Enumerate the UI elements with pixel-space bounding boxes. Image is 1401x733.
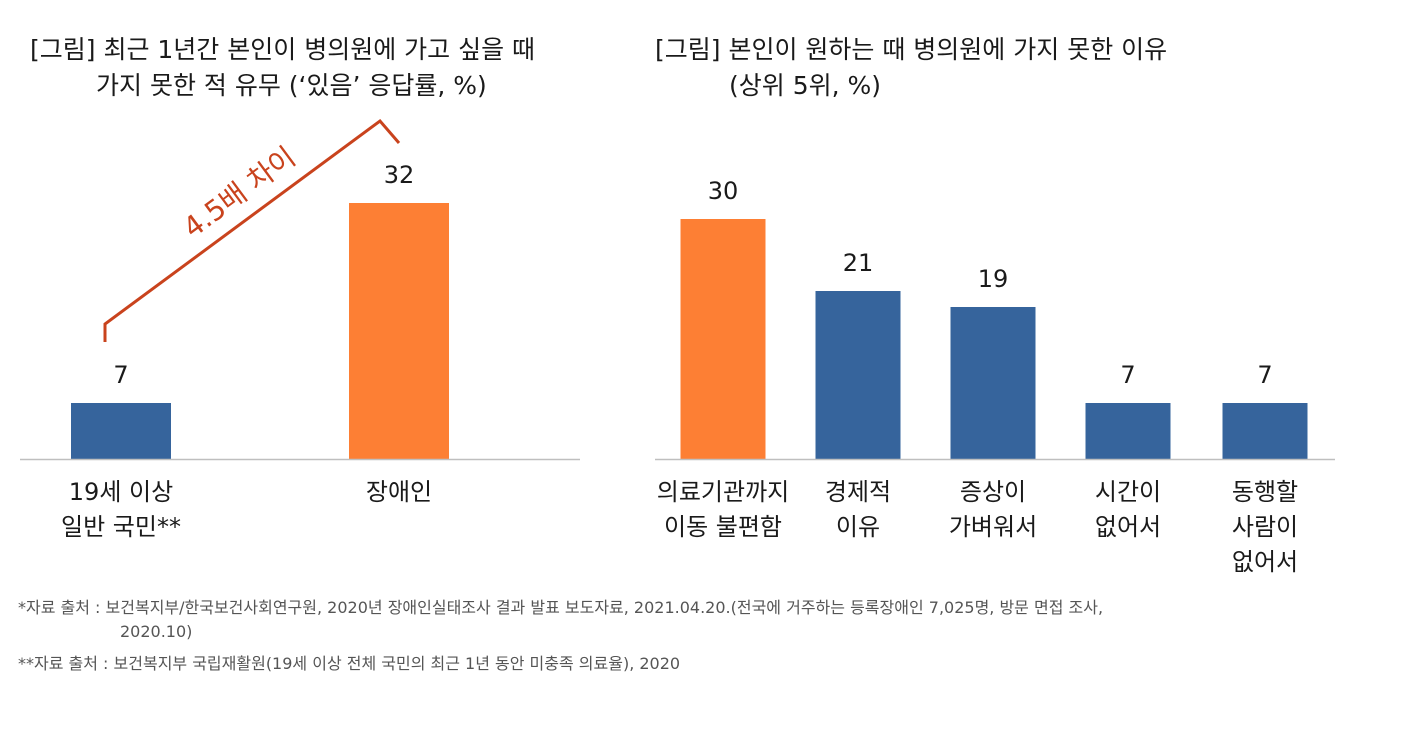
right-category-label-5-line-2: 사람이 xyxy=(1232,513,1298,541)
left-category-label-1-line-1: 19세 이상 xyxy=(69,478,173,506)
right-bar-5 xyxy=(1222,403,1308,459)
right-bar-4 xyxy=(1085,403,1171,459)
right-bar-2 xyxy=(815,291,901,459)
right-category-label-4-line-1: 시간이 xyxy=(1095,478,1161,506)
right-chart-title-line2: (상위 5위, %) xyxy=(729,71,882,100)
left-chart-title-line2: 가지 못한 적 유무 (‘있음’ 응답률, %) xyxy=(96,71,487,100)
right-category-label-2-line-2: 이유 xyxy=(836,513,880,541)
left-chart-title: [그림] 최근 1년간 본인이 병의원에 가고 싶을 때 가지 못한 적 유무 … xyxy=(30,32,535,104)
left-bar-1 xyxy=(71,403,171,459)
right-bar-value-label-2: 21 xyxy=(843,249,874,277)
footnote-source-2: **자료 출처 : 보건복지부 국립재활원(19세 이상 전체 국민의 최근 1… xyxy=(18,654,681,673)
right-category-label-4-line-2: 없어서 xyxy=(1095,513,1161,541)
left-category-label-2: 장애인 xyxy=(366,478,432,506)
right-bar-1 xyxy=(680,219,766,459)
left-category-label-2-line-1: 장애인 xyxy=(366,478,432,506)
right-bar-value-label-3: 19 xyxy=(978,265,1009,293)
right-bar-value-label-4: 7 xyxy=(1120,361,1135,389)
right-category-label-3-line-2: 가벼워서 xyxy=(949,513,1037,541)
footnote-source-1-continued: 2020.10) xyxy=(120,622,193,641)
footnotes: *자료 출처 : 보건복지부/한국보건사회연구원, 2020년 장애인실태조사 … xyxy=(18,596,1103,676)
right-category-label-3-line-1: 증상이 xyxy=(960,478,1026,506)
left-chart-title-line1: [그림] 최근 1년간 본인이 병의원에 가고 싶을 때 xyxy=(30,35,536,64)
left-bar-value-label-2: 32 xyxy=(384,161,415,189)
right-chart-title: [그림] 본인이 원하는 때 병의원에 가지 못한 이유 (상위 5위, %) xyxy=(655,32,1167,104)
left-category-label-1-line-2: 일반 국민** xyxy=(61,513,181,541)
right-bar-value-label-5: 7 xyxy=(1257,361,1272,389)
right-category-label-5-line-1: 동행할 xyxy=(1232,478,1298,506)
left-bar-value-label-1: 7 xyxy=(113,361,128,389)
right-category-label-1-line-2: 이동 불편함 xyxy=(664,513,782,541)
right-chart-title-line1: [그림] 본인이 원하는 때 병의원에 가지 못한 이유 xyxy=(655,35,1168,64)
right-bar-3 xyxy=(950,307,1036,459)
right-bar-value-label-1: 30 xyxy=(708,177,739,205)
right-category-label-1-line-1: 의료기관까지 xyxy=(657,478,789,506)
difference-bracket xyxy=(103,118,401,342)
left-bar-2 xyxy=(349,203,449,459)
footnote-source-1: *자료 출처 : 보건복지부/한국보건사회연구원, 2020년 장애인실태조사 … xyxy=(18,598,1104,617)
right-category-label-5-line-3: 없어서 xyxy=(1232,548,1298,576)
right-category-label-2-line-1: 경제적 xyxy=(825,478,891,506)
